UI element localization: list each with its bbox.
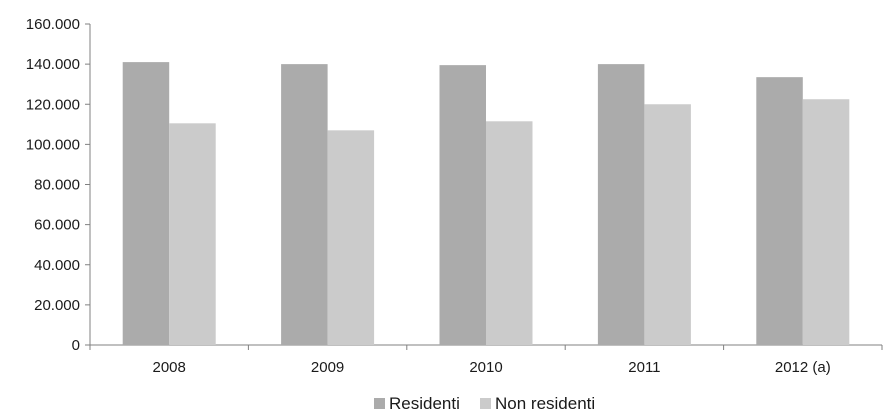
y-tick-label: 100.000	[26, 136, 80, 153]
bar-non-residenti	[802, 99, 850, 345]
bar-residenti	[281, 64, 328, 345]
legend: Residenti Non residenti	[374, 394, 595, 413]
bar-non-residenti	[644, 104, 691, 345]
y-tick-label: 140.000	[26, 56, 80, 73]
legend-swatch	[480, 398, 491, 409]
y-tick-label: 120.000	[26, 96, 80, 113]
bar-residenti	[439, 65, 486, 346]
y-tick-label: 40.000	[34, 257, 80, 274]
y-tick-label: 160.000	[26, 16, 80, 33]
bars	[122, 62, 850, 346]
y-tick-label: 20.000	[34, 297, 80, 314]
legend-label: Non residenti	[495, 394, 595, 413]
y-tick-label: 60.000	[34, 217, 80, 234]
y-tick-label: 0	[72, 337, 80, 354]
bar-residenti	[756, 77, 803, 346]
x-tick-label: 2010	[469, 359, 502, 376]
y-tick-label: 80.000	[34, 177, 80, 194]
bar-residenti	[122, 62, 170, 346]
x-tick-label: 2008	[153, 359, 186, 376]
x-axis: 2008 2009 2010 2011 2012 (a)	[89, 344, 883, 376]
bar-non-residenti	[486, 121, 533, 345]
x-tick-label: 2012 (a)	[775, 359, 831, 376]
x-tick-label: 2009	[311, 359, 344, 376]
legend-label: Residenti	[389, 394, 460, 413]
bar-non-residenti	[327, 130, 375, 345]
bar-non-residenti	[169, 123, 216, 345]
x-tick-label: 2011	[628, 359, 660, 376]
bar-residenti	[597, 64, 645, 345]
y-axis: 0 20.000 40.000 60.000 80.000 100.000 120.000 1…	[26, 16, 91, 354]
legend-swatch	[374, 398, 385, 409]
